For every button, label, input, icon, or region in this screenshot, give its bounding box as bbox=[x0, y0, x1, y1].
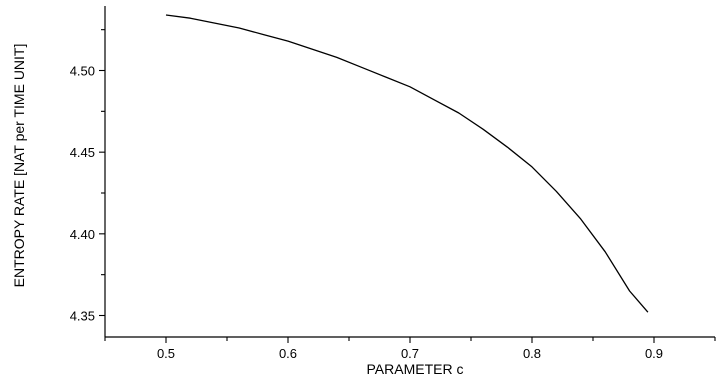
x-axis-title: PARAMETER c bbox=[367, 361, 464, 377]
x-tick-label: 0.9 bbox=[645, 346, 663, 361]
y-tick-label: 4.45 bbox=[70, 145, 95, 160]
y-ticks: 4.35 4.40 4.45 4.50 bbox=[70, 29, 105, 324]
y-tick-label: 4.35 bbox=[70, 309, 95, 324]
x-tick-label: 0.5 bbox=[157, 346, 175, 361]
y-axis-title: ENTROPY RATE [NAT per TIME UNIT] bbox=[11, 44, 27, 288]
x-ticks: 0.5 0.6 0.7 0.8 0.9 bbox=[104, 337, 716, 361]
y-tick-label: 4.50 bbox=[70, 64, 95, 79]
y-tick-label: 4.40 bbox=[70, 227, 95, 242]
x-tick-label: 0.8 bbox=[523, 346, 541, 361]
entropy-rate-line bbox=[165, 14, 649, 313]
x-tick-label: 0.7 bbox=[401, 346, 419, 361]
axes bbox=[104, 6, 715, 338]
x-tick-label: 0.6 bbox=[279, 346, 297, 361]
series-layer bbox=[165, 14, 649, 313]
